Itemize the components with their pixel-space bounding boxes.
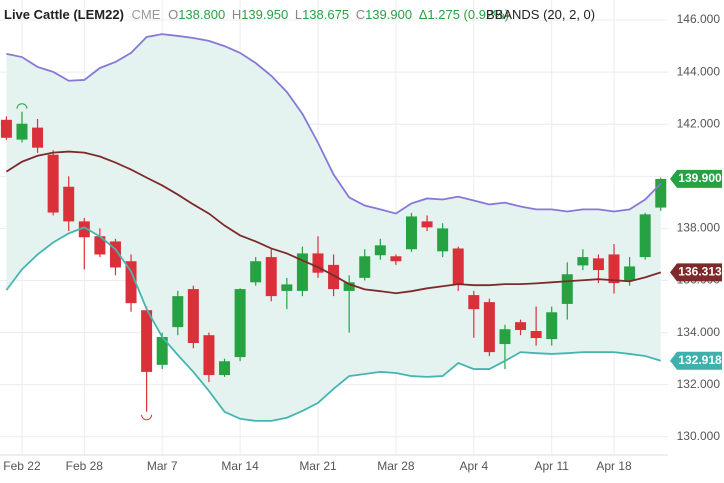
candle-body xyxy=(577,257,589,266)
x-tick-label: Apr 11 xyxy=(534,459,569,473)
candle-body xyxy=(94,236,106,255)
candle-body xyxy=(172,296,184,328)
price-tag xyxy=(670,351,722,370)
candle-body xyxy=(452,248,464,285)
candle-body xyxy=(265,257,277,297)
candle-body xyxy=(515,322,527,330)
candle-body xyxy=(47,154,59,213)
plot-area xyxy=(0,0,668,456)
band-line xyxy=(5,226,662,422)
y-tick-label: 138.000 xyxy=(677,221,721,235)
close-value: 139.900 xyxy=(365,7,412,22)
candle-body xyxy=(359,256,371,278)
x-tick-label: Apr 18 xyxy=(596,459,632,473)
candle-body xyxy=(639,214,651,258)
candle-body xyxy=(421,221,433,228)
high-label: H xyxy=(232,7,241,22)
indicator: BBANDS (20, 2, 0) xyxy=(486,7,595,22)
candle-body xyxy=(109,241,121,268)
x-tick-label: Mar 7 xyxy=(147,459,178,473)
candle-body xyxy=(468,295,480,310)
low-label: L xyxy=(295,7,302,22)
band-fill xyxy=(6,34,661,421)
candle-body xyxy=(234,289,246,358)
candle-body xyxy=(296,253,308,291)
candle-body xyxy=(125,261,137,304)
candle-body xyxy=(374,245,386,256)
open-label: O xyxy=(168,7,178,22)
candle-body xyxy=(63,186,75,222)
price-tag-label: 136.313 xyxy=(678,265,722,279)
x-tick-label: Mar 28 xyxy=(377,459,415,473)
band-line xyxy=(5,150,662,295)
price-tag xyxy=(670,263,722,282)
change: Δ1.275 (0.92%) xyxy=(419,7,509,22)
y-tick-label: 134.000 xyxy=(677,325,721,339)
band-line xyxy=(6,33,662,215)
candle-body xyxy=(483,302,495,353)
chart-header: Live Cattle (LEM22) CME O138.800 H139.95… xyxy=(4,7,595,22)
exchange: CME xyxy=(132,7,161,22)
open-value: 138.800 xyxy=(178,7,225,22)
y-tick-label: 132.000 xyxy=(677,377,721,391)
price-tag-label: 132.918 xyxy=(678,353,722,367)
candle-body xyxy=(141,310,153,372)
y-tick-label: 144.000 xyxy=(677,64,721,78)
close-label: C xyxy=(356,7,365,22)
low-marker xyxy=(141,414,153,421)
instrument-name: Live Cattle (LEM22) xyxy=(4,7,124,22)
candle-body xyxy=(0,119,12,138)
candle-body xyxy=(608,254,620,284)
candle-body xyxy=(187,289,199,344)
candle-body xyxy=(655,178,667,208)
candle-body xyxy=(32,127,44,148)
candle-body xyxy=(78,221,90,238)
candle-body xyxy=(16,123,28,140)
price-tag-label: 139.900 xyxy=(678,171,722,185)
candle-body xyxy=(546,312,558,340)
x-tick-label: Mar 14 xyxy=(221,459,259,473)
candle-body xyxy=(437,228,449,252)
candle-body xyxy=(390,256,402,262)
high-marker xyxy=(16,103,28,109)
candle-body xyxy=(405,216,417,250)
high-value: 139.950 xyxy=(241,7,288,22)
candle-body xyxy=(281,284,293,291)
candle-body xyxy=(250,261,262,283)
candle-body xyxy=(328,264,340,290)
price-tag xyxy=(670,169,722,188)
candle-body xyxy=(343,282,355,291)
candle-body xyxy=(592,258,604,271)
y-tick-label: 130.000 xyxy=(677,429,721,443)
x-tick-label: Apr 4 xyxy=(459,459,488,473)
candle-body xyxy=(561,274,573,304)
low-value: 138.675 xyxy=(302,7,349,22)
candle-body xyxy=(499,329,511,345)
candle-body xyxy=(203,335,215,376)
x-tick-label: Mar 21 xyxy=(299,459,337,473)
x-tick-label: Feb 22 xyxy=(3,459,41,473)
y-tick-label: 146.000 xyxy=(677,12,721,26)
candle-body xyxy=(530,331,542,339)
candle-body xyxy=(624,266,636,281)
y-tick-label: 142.000 xyxy=(677,116,721,130)
x-tick-label: Feb 28 xyxy=(66,459,104,473)
candle-body xyxy=(219,361,231,376)
candle-body xyxy=(156,337,168,365)
candle-body xyxy=(312,253,324,273)
